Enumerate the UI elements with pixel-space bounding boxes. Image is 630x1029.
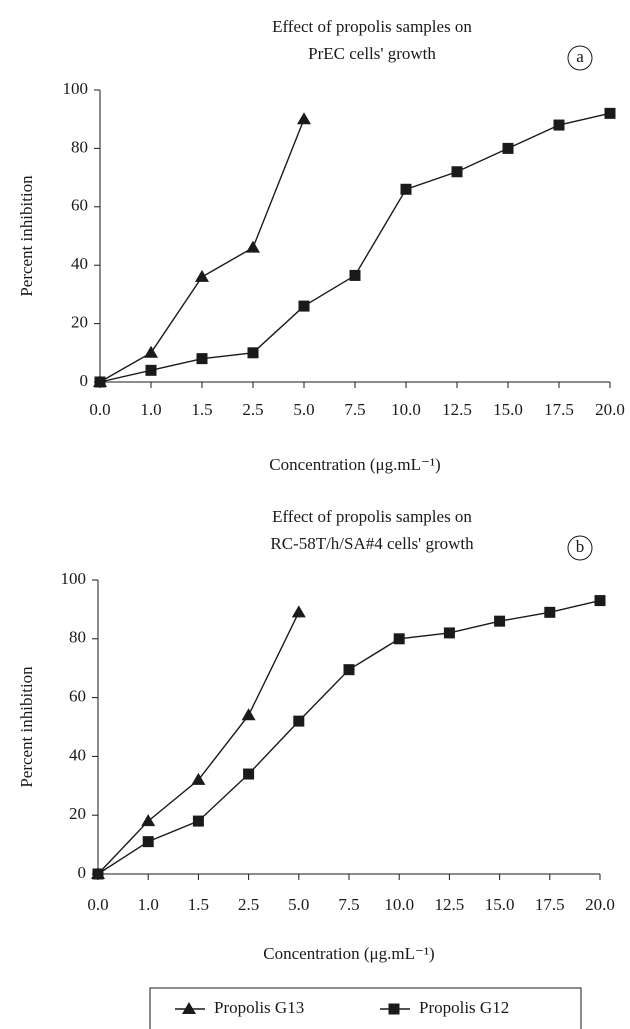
marker-square [594,595,606,607]
x-tick-label: 7.5 [338,895,359,914]
marker-square [451,166,463,178]
marker-triangle [182,1002,196,1014]
x-tick-label: 7.5 [344,400,365,419]
marker-square [142,836,154,848]
x-tick-label: 1.5 [188,895,209,914]
x-tick-label: 1.0 [138,895,159,914]
x-tick-label: 5.0 [288,895,309,914]
y-tick-label: 20 [71,313,88,332]
marker-square [92,868,104,880]
panel-label: b [576,537,585,556]
y-axis-label: Percent inhibition [17,666,36,788]
y-tick-label: 60 [69,687,86,706]
y-tick-label: 80 [69,628,86,647]
y-tick-label: 40 [69,745,86,764]
marker-square [393,633,405,645]
series-line [99,112,611,383]
marker-triangle [246,240,260,253]
marker-square [192,815,204,827]
marker-triangle [141,814,156,827]
x-tick-label: 17.5 [544,400,574,419]
chart-title: RC-58T/h/SA#4 cells' growth [270,534,474,553]
marker-square [502,142,514,154]
x-tick-label: 10.0 [391,400,421,419]
x-tick-label: 0.0 [89,400,110,419]
x-tick-label: 2.5 [242,400,263,419]
marker-square [196,353,208,365]
marker-triangle [144,345,158,358]
y-tick-label: 60 [71,196,88,215]
chart-title: Effect of propolis samples on [272,17,472,36]
legend-label: Propolis G13 [214,998,304,1017]
legend-label: Propolis G12 [419,998,509,1017]
marker-square [145,364,157,376]
marker-square [94,376,106,388]
y-tick-label: 100 [63,79,89,98]
x-tick-label: 5.0 [293,400,314,419]
chart-title: Effect of propolis samples on [272,507,472,526]
x-tick-label: 15.0 [493,400,523,419]
marker-triangle [291,605,306,618]
legend-box [149,987,582,1029]
marker-square [247,347,259,359]
series-line [97,599,601,875]
y-tick-label: 100 [61,569,87,588]
x-tick-label: 15.0 [485,895,515,914]
x-axis-label: Concentration (μg.mL⁻¹) [263,944,434,963]
marker-triangle [297,112,311,125]
x-tick-label: 1.0 [140,400,161,419]
marker-square [544,606,556,618]
x-tick-label: 2.5 [238,895,259,914]
y-tick-label: 80 [71,137,88,156]
y-tick-label: 20 [69,804,86,823]
series-line [99,118,305,383]
marker-square [243,768,255,780]
marker-square [293,715,305,727]
panel-label-circle [567,535,593,561]
x-tick-label: 17.5 [535,895,565,914]
x-tick-label: 12.5 [435,895,465,914]
marker-triangle [191,772,206,785]
y-tick-label: 0 [78,863,87,882]
x-tick-label: 12.5 [442,400,472,419]
x-tick-label: 20.0 [585,895,615,914]
marker-square [443,627,455,639]
y-axis-label: Percent inhibition [17,175,36,297]
x-tick-label: 10.0 [384,895,414,914]
y-tick-label: 40 [71,254,88,273]
marker-square [298,300,310,312]
x-tick-label: 20.0 [595,400,625,419]
x-tick-label: 1.5 [191,400,212,419]
chart-title: PrEC cells' growth [308,44,436,63]
panel-label-circle [567,45,593,71]
series-line [97,612,300,875]
marker-square [494,615,506,627]
marker-square [349,269,361,281]
panel-label: a [576,47,584,66]
marker-triangle [195,269,209,282]
x-axis-label: Concentration (μg.mL⁻¹) [269,455,440,474]
marker-square [400,183,412,195]
marker-square [388,1003,400,1015]
marker-square [553,119,565,131]
marker-triangle [241,708,256,721]
marker-square [343,664,355,676]
marker-square [604,107,616,119]
y-tick-label: 0 [80,371,89,390]
x-tick-label: 0.0 [87,895,108,914]
